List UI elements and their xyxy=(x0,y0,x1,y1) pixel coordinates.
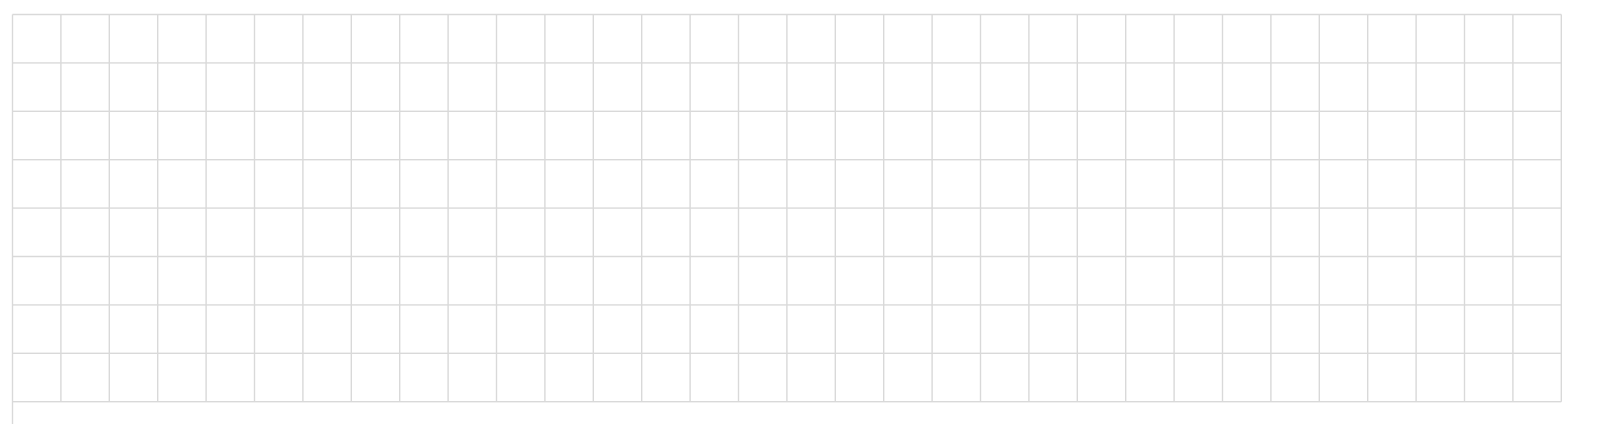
grid-lines xyxy=(11,13,1563,424)
